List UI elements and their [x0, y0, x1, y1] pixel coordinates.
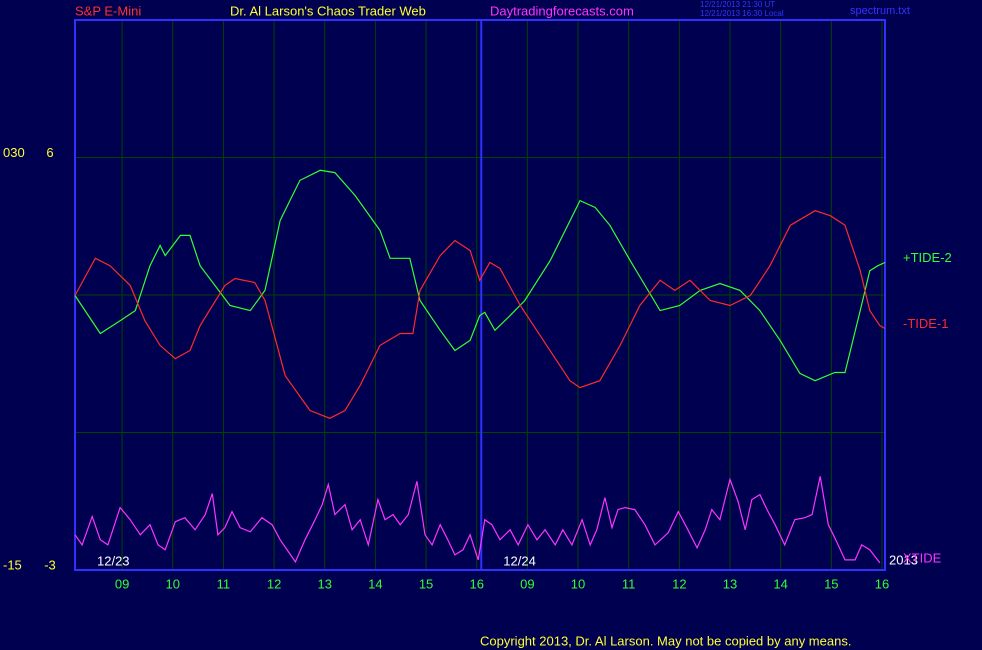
series-line	[74, 210, 886, 419]
timestamp-ut: 12/21/2013 21:30 UT	[700, 0, 775, 9]
x-tick-label: 14	[368, 576, 382, 591]
date-label: 12/24	[503, 553, 536, 568]
legend-label: -TIDE-1	[903, 316, 949, 331]
x-tick-label: 09	[115, 576, 129, 591]
x-tick-label: 14	[773, 576, 787, 591]
chart-title: Dr. Al Larson's Chaos Trader Web	[230, 3, 426, 18]
x-tick-label: 15	[824, 576, 838, 591]
legend-label: XTIDE	[903, 550, 942, 565]
x-tick-label: 13	[318, 576, 332, 591]
x-tick-label: 16	[469, 576, 483, 591]
series-line	[74, 169, 886, 382]
copyright: Copyright 2013, Dr. Al Larson. May not b…	[480, 633, 851, 648]
x-tick-label: 12	[267, 576, 281, 591]
x-tick-label: 15	[419, 576, 433, 591]
series-line	[74, 476, 881, 564]
legend-label: +TIDE-2	[903, 250, 952, 265]
timestamp-local: 12/21/2013 16:30 Local	[700, 9, 784, 18]
x-tick-label: 10	[571, 576, 585, 591]
site: Daytradingforecasts.com	[490, 3, 634, 18]
x-tick-label: 12	[672, 576, 686, 591]
year-label: 2013	[889, 552, 918, 567]
instrument: S&P E-Mini	[75, 3, 141, 18]
x-tick-label: 11	[622, 576, 636, 591]
x-tick-label: 11	[217, 576, 231, 591]
y-tick-label: 6	[46, 145, 53, 160]
x-tick-label: 10	[166, 576, 180, 591]
file-name: spectrum.txt	[850, 5, 910, 17]
x-tick-label: 09	[520, 576, 534, 591]
x-tick-label: 13	[723, 576, 737, 591]
date-label: 12/23	[97, 553, 130, 568]
y2-tick-label: -15	[3, 557, 22, 572]
y2-tick-label: 030	[3, 145, 25, 160]
y-tick-label: -3	[44, 557, 56, 572]
x-tick-label: 16	[875, 576, 889, 591]
